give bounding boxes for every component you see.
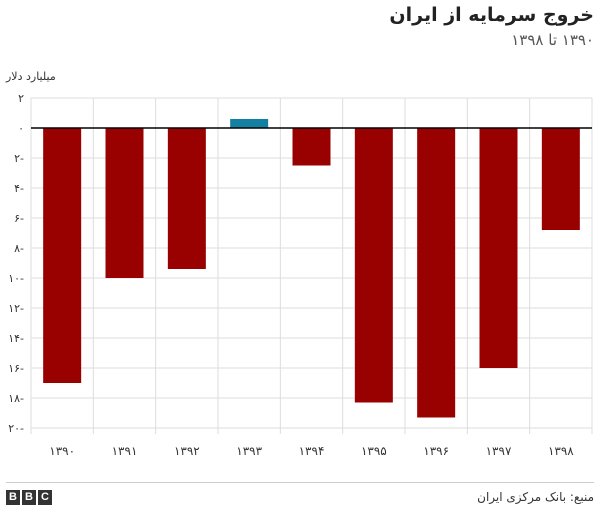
bbc-logo-letter-3: C (38, 490, 52, 505)
y-tick-label: ۶- (14, 212, 24, 225)
y-tick-label: ۲ (18, 92, 24, 105)
x-tick-label: ۱۳۹۰ (49, 444, 75, 458)
x-tick-label: ۱۳۹۴ (299, 444, 325, 458)
y-tick-label: ۰ (18, 122, 24, 135)
source-note: منبع: بانک مرکزی ایران (477, 490, 594, 504)
bbc-logo-letter-1: B (6, 490, 20, 505)
x-tick-label: ۱۳۹۲ (174, 444, 200, 458)
y-tick-label: ۱۶- (8, 362, 24, 375)
bbc-logo: B B C (6, 490, 52, 505)
bar-2 (105, 128, 144, 278)
x-tick-label: ۱۳۹۶ (423, 444, 449, 458)
bar-3 (167, 128, 206, 269)
bar-1 (43, 128, 82, 383)
bar-4 (230, 119, 269, 128)
chart-title: خروج سرمایه از ایران (389, 4, 594, 26)
bar-9 (541, 128, 580, 230)
x-tick-label: ۱۳۹۸ (548, 444, 574, 458)
bar-8 (479, 128, 518, 368)
bbc-logo-letter-2: B (22, 490, 36, 505)
y-tick-label: ۱۰- (8, 272, 24, 285)
y-tick-label: ۸- (14, 242, 24, 255)
bar-7 (417, 128, 456, 418)
chart-subtitle: ۱۳۹۰ تا ۱۳۹۸ (511, 31, 594, 49)
x-tick-label: ۱۳۹۷ (486, 444, 512, 458)
y-tick-label: ۲۰- (8, 422, 24, 435)
y-tick-label: ۴- (14, 182, 24, 195)
footer-divider (6, 482, 594, 483)
x-tick-label: ۱۳۹۳ (236, 444, 262, 458)
y-axis-label: میلیارد دلار (5, 70, 56, 83)
y-tick-label: ۲- (14, 152, 24, 165)
x-tick-label: ۱۳۹۵ (361, 444, 387, 458)
y-tick-label: ۱۲- (8, 302, 24, 315)
bar-5 (292, 128, 331, 166)
x-tick-label: ۱۳۹۱ (112, 444, 138, 458)
bar-6 (354, 128, 393, 403)
y-tick-label: ۱۴- (8, 332, 24, 345)
bar-chart: ۲ ۰ ۲- ۴- ۶- ۸- ۱۰- ۱۲- ۱۴- ۱۶- ۱۸- ۲۰- میلیارد دلار… (5, 70, 593, 458)
y-tick-label: ۱۸- (8, 392, 24, 405)
